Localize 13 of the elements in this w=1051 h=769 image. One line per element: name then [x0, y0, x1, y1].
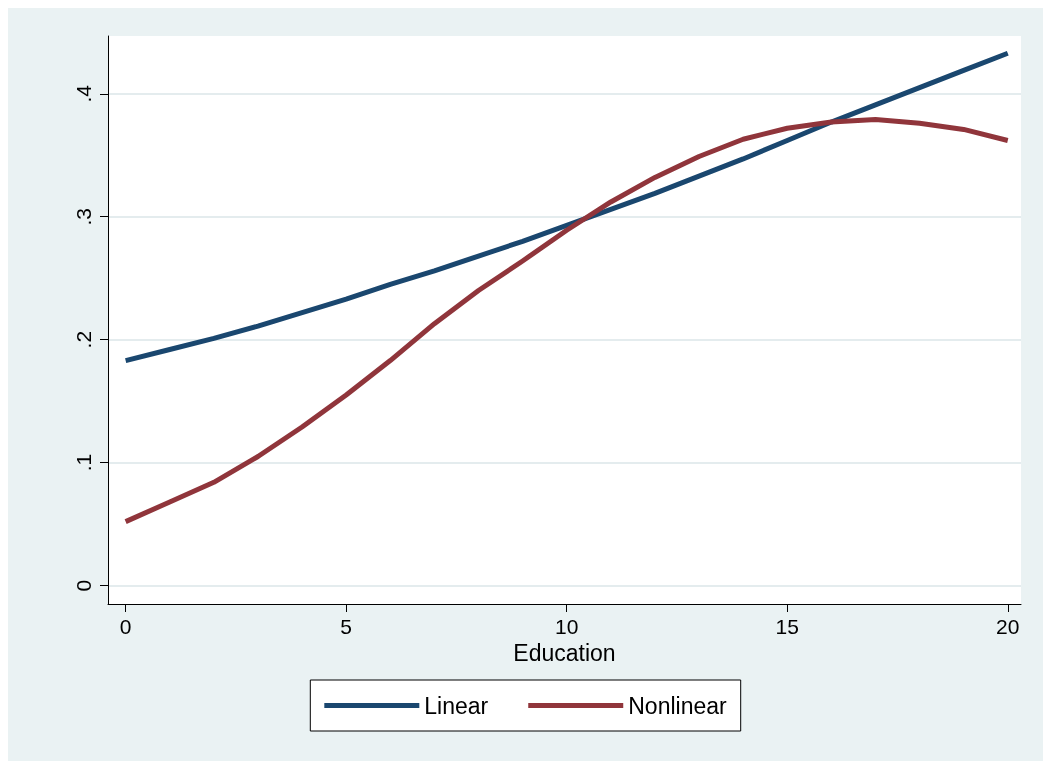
x-tick-label: 5 — [340, 615, 353, 638]
y-tick-label: .3 — [72, 207, 95, 226]
x-tick-label: 0 — [119, 615, 132, 638]
legend-label: Nonlinear — [628, 692, 728, 719]
x-tick-label: 20 — [996, 615, 1020, 638]
x-axis-title: Education — [513, 640, 616, 667]
legend-label: Linear — [424, 692, 489, 719]
y-tick-label: 0 — [72, 579, 95, 592]
y-tick-label: .2 — [72, 330, 95, 349]
x-tick-label: 10 — [555, 615, 579, 638]
y-tick-label: .1 — [72, 453, 95, 472]
y-tick-label: .4 — [72, 84, 95, 103]
x-tick-label: 15 — [775, 615, 799, 638]
